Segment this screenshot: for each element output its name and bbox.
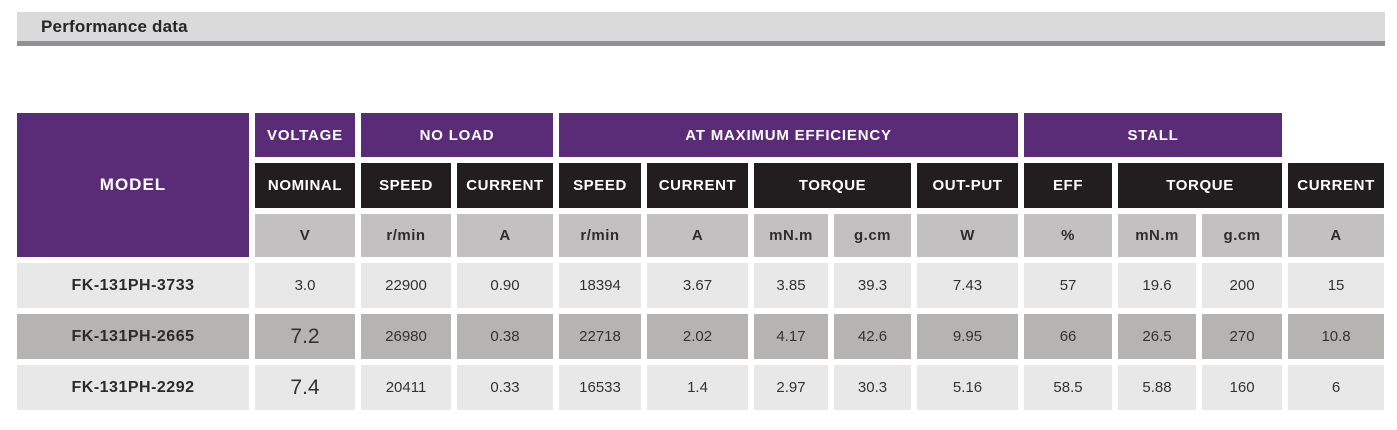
- subheader-eff: EFF: [1024, 163, 1113, 208]
- cell-output: 9.95: [917, 314, 1019, 359]
- cell-output: 5.16: [917, 365, 1019, 410]
- model-name: FK-131PH-2665: [17, 314, 249, 359]
- table-row: FK-131PH-3733 3.0 22900 0.90 18394 3.67 …: [17, 263, 1385, 308]
- cell-maxeff-speed: 22718: [559, 314, 642, 359]
- subheader-maxeff-speed: SPEED: [559, 163, 642, 208]
- table-row: FK-131PH-2292 7.4 20411 0.33 16533 1.4 2…: [17, 365, 1385, 410]
- cell-voltage: 3.0: [255, 263, 355, 308]
- cell-voltage: 7.4: [255, 365, 355, 410]
- cell-stall-torque-mnm: 26.5: [1118, 314, 1197, 359]
- model-name: FK-131PH-2292: [17, 365, 249, 410]
- cell-noload-speed: 20411: [361, 365, 451, 410]
- cell-stall-torque-gcm: 270: [1202, 314, 1283, 359]
- performance-data-table: MODEL VOLTAGE NO LOAD AT MAXIMUM EFFICIE…: [11, 107, 1390, 416]
- unit-maxeff-speed: r/min: [559, 214, 642, 257]
- cell-maxeff-current: 3.67: [647, 263, 749, 308]
- subheader-stall-current: CURRENT: [1288, 163, 1385, 208]
- unit-noload-current: A: [457, 214, 554, 257]
- cell-maxeff-torque-gcm: 42.6: [834, 314, 912, 359]
- model-column-header: MODEL: [17, 113, 249, 257]
- subheader-nominal: NOMINAL: [255, 163, 355, 208]
- cell-stall-current: 15: [1288, 263, 1385, 308]
- unit-maxeff-current: A: [647, 214, 749, 257]
- cell-noload-speed: 22900: [361, 263, 451, 308]
- group-max-efficiency: AT MAXIMUM EFFICIENCY: [559, 113, 1019, 157]
- unit-stall-torque-mnm: mN.m: [1118, 214, 1197, 257]
- cell-maxeff-current: 2.02: [647, 314, 749, 359]
- unit-output-w: W: [917, 214, 1019, 257]
- unit-stall-current: A: [1288, 214, 1385, 257]
- unit-noload-speed: r/min: [361, 214, 451, 257]
- section-title: Performance data: [41, 16, 188, 36]
- header-group-row: MODEL VOLTAGE NO LOAD AT MAXIMUM EFFICIE…: [17, 113, 1384, 257]
- subheader-noload-current: CURRENT: [457, 163, 554, 208]
- unit-stall-torque-gcm: g.cm: [1202, 214, 1283, 257]
- cell-maxeff-current: 1.4: [647, 365, 749, 410]
- cell-stall-torque-gcm: 160: [1202, 365, 1283, 410]
- cell-output: 7.43: [917, 263, 1019, 308]
- cell-eff: 66: [1024, 314, 1113, 359]
- cell-eff: 58.5: [1024, 365, 1113, 410]
- unit-eff-pct: %: [1024, 214, 1113, 257]
- cell-maxeff-torque-mnm: 2.97: [754, 365, 829, 410]
- units-row: V r/min A r/min A mN.m g.cm W % mN.m g.c…: [17, 214, 1385, 257]
- group-stall: STALL: [1024, 113, 1283, 157]
- cell-maxeff-torque-gcm: 30.3: [834, 365, 912, 410]
- subheader-maxeff-torque: TORQUE: [754, 163, 912, 208]
- group-no-load: NO LOAD: [361, 113, 554, 157]
- unit-maxeff-torque-mnm: mN.m: [754, 214, 829, 257]
- cell-maxeff-speed: 16533: [559, 365, 642, 410]
- unit-maxeff-torque-gcm: g.cm: [834, 214, 912, 257]
- cell-stall-torque-mnm: 19.6: [1118, 263, 1197, 308]
- cell-stall-current: 6: [1288, 365, 1385, 410]
- cell-maxeff-torque-mnm: 4.17: [754, 314, 829, 359]
- subheader-maxeff-current: CURRENT: [647, 163, 749, 208]
- subheader-stall-torque: TORQUE: [1118, 163, 1283, 208]
- cell-noload-speed: 26980: [361, 314, 451, 359]
- cell-maxeff-torque-gcm: 39.3: [834, 263, 912, 308]
- cell-voltage: 7.2: [255, 314, 355, 359]
- cell-stall-current: 10.8: [1288, 314, 1385, 359]
- cell-noload-current: 0.38: [457, 314, 554, 359]
- group-voltage: VOLTAGE: [255, 113, 355, 157]
- unit-volt: V: [255, 214, 355, 257]
- model-name: FK-131PH-3733: [17, 263, 249, 308]
- cell-maxeff-speed: 18394: [559, 263, 642, 308]
- cell-maxeff-torque-mnm: 3.85: [754, 263, 829, 308]
- cell-noload-current: 0.90: [457, 263, 554, 308]
- header-sub-row: NOMINAL SPEED CURRENT SPEED CURRENT TORQ…: [17, 163, 1385, 208]
- subheader-noload-speed: SPEED: [361, 163, 451, 208]
- table-row: FK-131PH-2665 7.2 26980 0.38 22718 2.02 …: [17, 314, 1385, 359]
- cell-stall-torque-mnm: 5.88: [1118, 365, 1197, 410]
- section-title-bar: Performance data: [17, 12, 1385, 46]
- cell-stall-torque-gcm: 200: [1202, 263, 1283, 308]
- cell-noload-current: 0.33: [457, 365, 554, 410]
- subheader-output: OUT-PUT: [917, 163, 1019, 208]
- cell-eff: 57: [1024, 263, 1113, 308]
